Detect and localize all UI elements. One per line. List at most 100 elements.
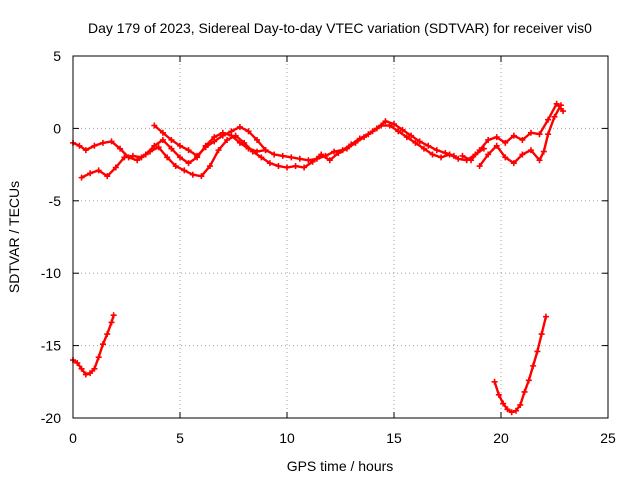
data-point: [536, 131, 543, 138]
data-point: [348, 141, 355, 148]
data-point: [542, 313, 549, 320]
x-tick-label: 5: [176, 430, 184, 446]
data-point: [134, 157, 141, 164]
data-point: [455, 155, 462, 162]
data-point: [194, 152, 201, 159]
data-point: [395, 128, 402, 135]
y-tick-label: -20: [41, 410, 61, 426]
x-tick-label: 15: [386, 430, 402, 446]
data-point: [438, 154, 445, 161]
data-point: [296, 155, 303, 162]
data-point: [241, 139, 248, 146]
data-point: [527, 147, 534, 154]
series-track-b: [78, 122, 487, 181]
data-point: [292, 163, 299, 170]
data-point: [266, 160, 273, 167]
data-point: [151, 122, 158, 129]
data-point: [275, 163, 282, 170]
data-point: [112, 164, 119, 171]
chart-title: Day 179 of 2023, Sidereal Day-to-day VTE…: [88, 20, 592, 36]
data-point: [117, 145, 124, 152]
data-point: [540, 148, 547, 155]
data-point: [510, 132, 517, 139]
data-point: [91, 142, 98, 149]
data-point: [164, 154, 171, 161]
data-point: [373, 125, 380, 132]
y-tick-label: -15: [41, 338, 61, 354]
data-point: [493, 134, 500, 141]
data-point: [536, 157, 543, 164]
data-point: [155, 144, 162, 151]
data-point: [104, 331, 111, 338]
data-point: [236, 123, 243, 130]
data-point: [138, 154, 145, 161]
data-point: [534, 348, 541, 355]
data-point: [545, 131, 552, 138]
data-point: [551, 113, 558, 120]
data-point: [82, 147, 89, 154]
data-point: [168, 136, 175, 143]
x-tick-label: 10: [279, 430, 295, 446]
data-point: [202, 144, 209, 151]
data-point: [147, 148, 154, 155]
data-point: [331, 148, 338, 155]
data-point: [305, 157, 312, 164]
data-point: [279, 152, 286, 159]
data-point: [95, 167, 102, 174]
data-point: [159, 129, 166, 136]
data-point: [399, 126, 406, 133]
series-line: [153, 119, 456, 162]
data-point: [491, 378, 498, 385]
data-point: [322, 152, 329, 159]
data-point: [181, 167, 188, 174]
series-track-g: [491, 313, 549, 416]
data-point: [339, 147, 346, 154]
data-point: [284, 164, 290, 171]
data-point: [177, 142, 183, 149]
data-point: [76, 142, 83, 149]
data-point: [189, 171, 196, 178]
data-point: [87, 370, 94, 377]
data-point: [219, 132, 226, 139]
data-point: [502, 139, 509, 146]
data-point: [245, 128, 252, 135]
data-point: [519, 151, 526, 158]
data-point: [450, 152, 457, 159]
data-point: [326, 157, 333, 164]
data-point: [313, 155, 320, 162]
data-point: [502, 154, 509, 161]
data-point: [476, 147, 483, 154]
data-point: [159, 136, 166, 143]
data-point: [512, 407, 519, 414]
data-point: [215, 147, 222, 154]
data-point: [525, 377, 532, 384]
data-point: [108, 319, 115, 326]
data-point: [495, 391, 502, 398]
data-point: [442, 150, 449, 157]
data-point: [108, 138, 115, 145]
data-point: [391, 121, 397, 128]
axis-ticks: 0 5 10 15 20 25 -20 -15 -10 -5 0 5: [41, 48, 616, 446]
series-line: [80, 124, 486, 179]
data-point: [545, 116, 552, 123]
data-point: [78, 365, 85, 372]
data-point: [228, 128, 235, 135]
y-axis-label: SDTVAR / TECUs: [6, 181, 22, 293]
data-point: [504, 406, 511, 413]
data-point: [78, 174, 85, 181]
data-point: [262, 147, 269, 154]
data-point: [232, 132, 239, 139]
data-point: [530, 362, 537, 369]
series-line: [493, 315, 548, 414]
data-point: [104, 173, 111, 180]
data-point: [510, 160, 517, 167]
data-point: [538, 331, 545, 338]
data-point: [508, 409, 515, 416]
data-point: [95, 354, 102, 361]
data-point: [91, 365, 98, 372]
data-point: [151, 142, 158, 149]
data-point: [500, 400, 507, 407]
data-point: [365, 131, 372, 138]
grid: [73, 56, 608, 418]
plot-frame: [72, 55, 609, 419]
